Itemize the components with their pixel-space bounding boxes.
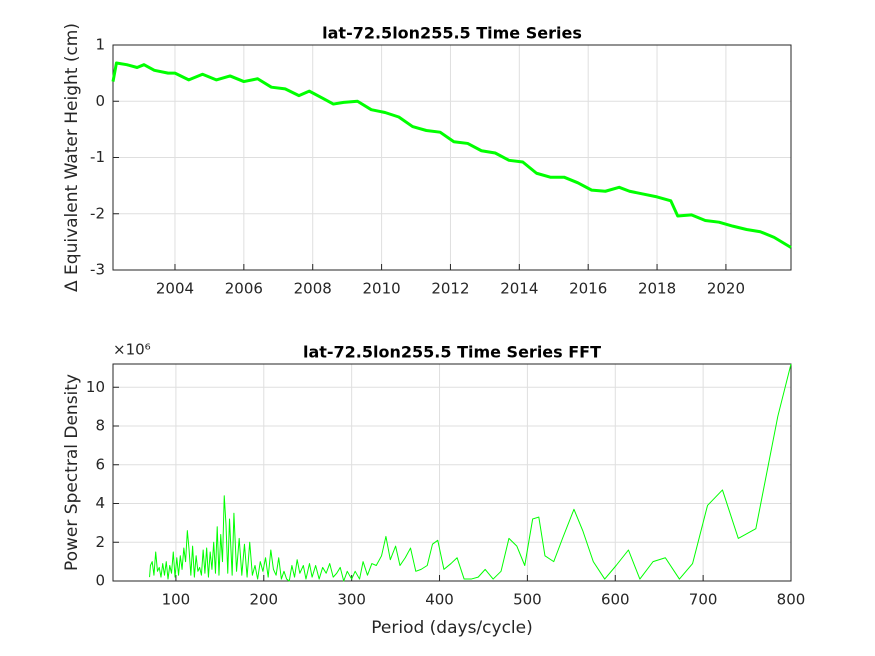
chart-title: lat-72.5lon255.5 Time Series FFT [303,343,601,362]
y-tick-label: 6 [95,455,105,473]
y-tick-label: 0 [95,572,105,590]
plot-area [113,364,791,581]
y-tick-label: 8 [95,417,105,435]
x-tick-label: 2004 [156,280,194,298]
x-tick-label: 2018 [638,280,676,298]
x-axis-label: Period (days/cycle) [371,618,532,638]
x-tick-label: 700 [689,591,718,609]
y-axis-label: Δ Equivalent Water Height (cm) [62,23,82,292]
axes-box [112,44,792,271]
y-tick-label: -1 [90,148,105,166]
y-tick-label: -3 [90,261,105,279]
y-tick-label: 2 [95,533,105,551]
x-tick-label: 2020 [707,280,745,298]
x-tick-label: 400 [425,591,454,609]
y-tick-label: 4 [95,494,105,512]
x-tick-label: 2010 [362,280,400,298]
x-tick-label: 800 [777,591,806,609]
data-line [111,61,792,249]
x-tick-label: 2006 [225,280,263,298]
y-tick-label: 0 [95,92,105,110]
y-tick-label: 1 [95,36,105,54]
x-tick-label: 100 [162,591,191,609]
data-line [149,363,792,582]
y-axis-label: Power Spectral Density [62,374,82,571]
x-tick-label: 200 [249,591,278,609]
x-tick-label: 500 [513,591,542,609]
axes-box [112,363,792,582]
x-tick-label: 300 [337,591,366,609]
y-tick-label: -2 [90,204,105,222]
x-tick-label: 2008 [294,280,332,298]
y-tick-label: 10 [86,378,105,396]
x-tick-label: 600 [601,591,630,609]
x-tick-label: 2016 [569,280,607,298]
chart-title: lat-72.5lon255.5 Time Series [322,24,582,43]
y-exponent-label: ×10⁶ [113,341,151,359]
x-tick-label: 2014 [500,280,538,298]
x-tick-label: 2012 [431,280,469,298]
